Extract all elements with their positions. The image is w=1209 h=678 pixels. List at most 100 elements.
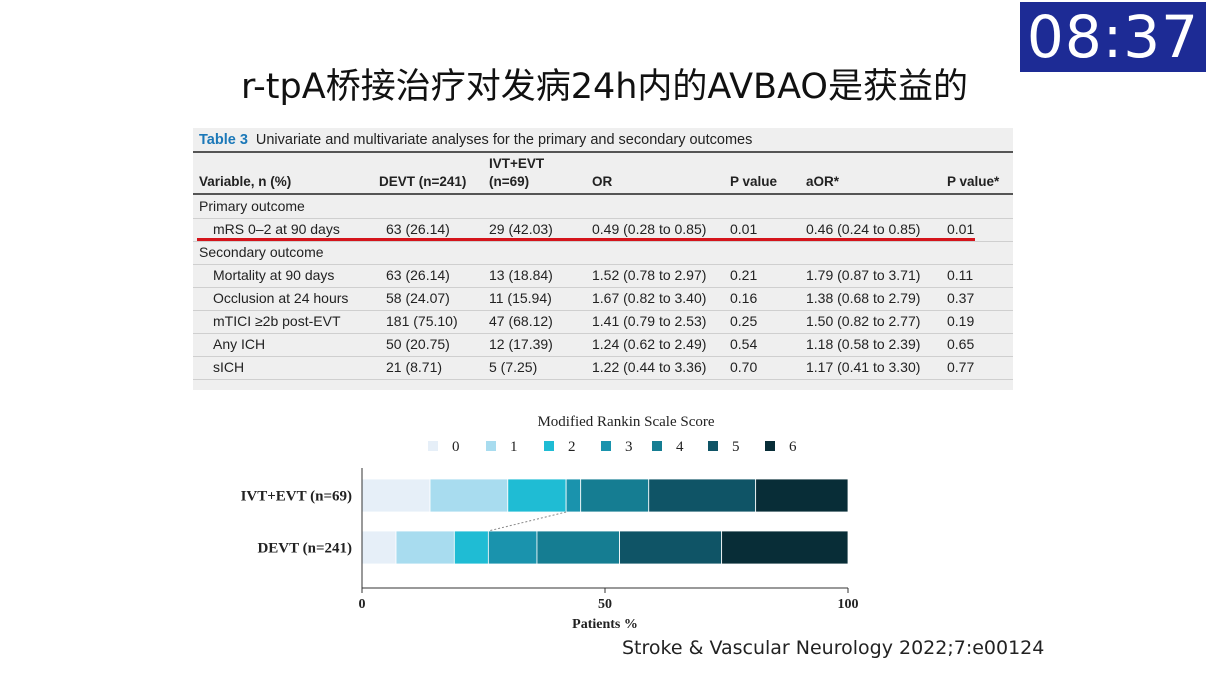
highlight-underline xyxy=(197,238,975,241)
cell-p2: 0.65 xyxy=(947,336,975,352)
col-header-ivt-line2: (n=69) xyxy=(489,174,530,189)
legend-swatch xyxy=(652,441,662,451)
cell-aor: 1.50 (0.82 to 2.77) xyxy=(806,313,921,329)
legend-swatch xyxy=(708,441,718,451)
table-row: sICH 21 (8.71) 5 (7.25) 1.22 (0.44 to 3.… xyxy=(193,356,1013,380)
cell-p: 0.70 xyxy=(730,359,758,375)
table-row: Occlusion at 24 hours 58 (24.07) 11 (15.… xyxy=(193,287,1013,311)
col-header-devt: DEVT (n=241) xyxy=(379,174,467,189)
cell-devt: 21 (8.71) xyxy=(386,359,443,375)
cell-aor: 1.17 (0.41 to 3.30) xyxy=(806,359,921,375)
header-top-rule xyxy=(193,151,1013,153)
cell-p: 0.16 xyxy=(730,290,758,306)
legend-label: 2 xyxy=(568,439,576,455)
bar-segment xyxy=(619,530,723,565)
cell-ivt: 5 (7.25) xyxy=(489,359,538,375)
bar-segment xyxy=(721,530,849,565)
col-header-p: P value xyxy=(730,174,778,189)
cell-variable: sICH xyxy=(213,359,245,375)
col-header-ivt-line1: IVT+EVT xyxy=(489,156,545,171)
slide-title: r-tpA桥接治疗对发病24h内的AVBAO是获益的 xyxy=(241,67,968,107)
cell-devt: 181 (75.10) xyxy=(386,313,458,329)
section-row-secondary: Secondary outcome xyxy=(193,241,1013,265)
cell-aor: 1.38 (0.68 to 2.79) xyxy=(806,290,921,306)
cell-variable: mRS 0–2 at 90 days xyxy=(213,221,340,237)
cell-p: 0.21 xyxy=(730,267,758,283)
cell-devt: 63 (26.14) xyxy=(386,221,450,237)
cell-devt: 63 (26.14) xyxy=(386,267,450,283)
cell-or: 1.22 (0.44 to 3.36) xyxy=(592,359,707,375)
cell-variable: mTICI ≥2b post-EVT xyxy=(213,313,341,329)
bar-segment xyxy=(565,478,582,513)
bar-segment xyxy=(755,478,849,513)
cell-p: 0.54 xyxy=(730,336,758,352)
legend-label: 1 xyxy=(510,439,518,455)
col-header-variable: Variable, n (%) xyxy=(199,174,292,189)
category-label: DEVT (n=241) xyxy=(257,541,352,557)
bar-segment xyxy=(536,530,620,565)
cell-ivt: 29 (42.03) xyxy=(489,221,553,237)
category-label: IVT+EVT (n=69) xyxy=(241,489,352,505)
bar-segment xyxy=(395,530,455,565)
legend-swatch xyxy=(486,441,496,451)
legend-label: 6 xyxy=(789,439,797,455)
cell-variable: Any ICH xyxy=(213,336,266,352)
cell-ivt: 13 (18.84) xyxy=(489,267,553,283)
cell-p2: 0.77 xyxy=(947,359,975,375)
cell-devt: 50 (20.75) xyxy=(386,336,450,352)
legend-swatch xyxy=(428,441,438,451)
cell-p: 0.25 xyxy=(730,313,758,329)
table-row: mRS 0–2 at 90 days 63 (26.14) 29 (42.03)… xyxy=(193,218,1013,242)
cell-ivt: 12 (17.39) xyxy=(489,336,553,352)
cell-ivt: 47 (68.12) xyxy=(489,313,553,329)
countdown-timer: 08:37 xyxy=(1020,2,1206,72)
x-tick-label: 50 xyxy=(598,597,612,612)
results-table: Table 3 Univariate and multivariate analy… xyxy=(193,128,1013,390)
section-label: Secondary outcome xyxy=(199,244,324,260)
cell-or: 1.24 (0.62 to 2.49) xyxy=(592,336,707,352)
table-row: Any ICH 50 (20.75) 12 (17.39) 1.24 (0.62… xyxy=(193,333,1013,357)
cell-ivt: 11 (15.94) xyxy=(489,290,552,306)
bar-segment xyxy=(580,478,650,513)
x-axis-label: Patients % xyxy=(572,617,638,632)
bar-segment xyxy=(361,530,397,565)
cell-p2: 0.01 xyxy=(947,221,975,237)
cell-or: 1.67 (0.82 to 3.40) xyxy=(592,290,707,306)
legend-label: 0 xyxy=(452,439,460,455)
table-caption: Table 3 Univariate and multivariate analy… xyxy=(199,132,752,148)
x-tick-label: 100 xyxy=(838,597,859,612)
cell-variable: Mortality at 90 days xyxy=(213,267,335,283)
bar-segment xyxy=(453,530,489,565)
header-bottom-rule xyxy=(193,193,1013,195)
bar-segment xyxy=(429,478,509,513)
col-header-aor: aOR* xyxy=(806,174,840,189)
cell-aor: 1.18 (0.58 to 2.39) xyxy=(806,336,921,352)
cell-variable: Occlusion at 24 hours xyxy=(213,290,349,306)
legend-label: 4 xyxy=(676,439,684,455)
cell-p2: 0.11 xyxy=(947,267,974,283)
cell-or: 1.52 (0.78 to 2.97) xyxy=(592,267,707,283)
section-label: Primary outcome xyxy=(199,198,305,214)
legend-swatch xyxy=(765,441,775,451)
table-row: mTICI ≥2b post-EVT 181 (75.10) 47 (68.12… xyxy=(193,310,1013,334)
cell-p2: 0.19 xyxy=(947,313,975,329)
bar-segment xyxy=(487,530,538,565)
bar-segment xyxy=(361,478,431,513)
cell-p: 0.01 xyxy=(730,221,758,237)
table-label: Table 3 xyxy=(199,132,248,148)
cell-aor: 0.46 (0.24 to 0.85) xyxy=(806,221,921,237)
section-row-primary: Primary outcome xyxy=(193,195,1013,219)
col-header-p2: P value* xyxy=(947,174,1000,189)
cell-p2: 0.37 xyxy=(947,290,975,306)
cell-or: 0.49 (0.28 to 0.85) xyxy=(592,221,707,237)
table-row: Mortality at 90 days 63 (26.14) 13 (18.8… xyxy=(193,264,1013,288)
chart-title: Modified Rankin Scale Score xyxy=(537,414,714,430)
cell-devt: 58 (24.07) xyxy=(386,290,450,306)
mrs-connector-line xyxy=(488,511,567,532)
legend-label: 5 xyxy=(732,439,740,455)
bar-segment xyxy=(648,478,757,513)
cell-or: 1.41 (0.79 to 2.53) xyxy=(592,313,707,329)
legend-swatch xyxy=(544,441,554,451)
cell-aor: 1.79 (0.87 to 3.71) xyxy=(806,267,921,283)
